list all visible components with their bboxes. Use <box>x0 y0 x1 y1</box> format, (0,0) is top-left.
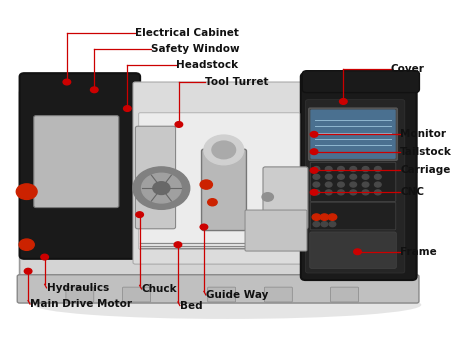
Circle shape <box>212 141 236 159</box>
Circle shape <box>313 190 319 195</box>
Circle shape <box>374 174 381 179</box>
Circle shape <box>321 222 328 226</box>
FancyBboxPatch shape <box>66 287 94 302</box>
FancyBboxPatch shape <box>310 162 396 202</box>
Text: Frame: Frame <box>400 247 437 257</box>
Circle shape <box>354 249 361 255</box>
Circle shape <box>337 174 344 179</box>
FancyBboxPatch shape <box>263 167 308 229</box>
Circle shape <box>325 182 332 187</box>
Circle shape <box>312 214 320 220</box>
Circle shape <box>374 166 381 171</box>
Circle shape <box>262 193 273 201</box>
Text: Tool Turret: Tool Turret <box>205 77 268 87</box>
Circle shape <box>337 190 344 195</box>
Text: Hydraulics: Hydraulics <box>46 283 109 293</box>
FancyBboxPatch shape <box>19 89 417 294</box>
Circle shape <box>133 167 190 209</box>
Circle shape <box>124 106 131 111</box>
Circle shape <box>41 254 48 260</box>
Text: Tailstock: Tailstock <box>400 147 452 157</box>
Circle shape <box>337 182 344 187</box>
Circle shape <box>350 174 356 179</box>
Circle shape <box>350 182 356 187</box>
Circle shape <box>325 190 332 195</box>
FancyBboxPatch shape <box>17 275 419 303</box>
Circle shape <box>362 174 369 179</box>
Text: Carriage: Carriage <box>400 165 450 175</box>
Circle shape <box>339 99 347 104</box>
Circle shape <box>16 184 37 200</box>
Circle shape <box>310 190 318 195</box>
Circle shape <box>313 174 319 179</box>
Circle shape <box>374 190 381 195</box>
Circle shape <box>328 214 337 220</box>
Circle shape <box>310 149 318 154</box>
Circle shape <box>208 199 217 206</box>
Circle shape <box>153 182 170 195</box>
FancyBboxPatch shape <box>123 287 151 302</box>
FancyBboxPatch shape <box>139 113 300 249</box>
Text: Bed: Bed <box>180 300 202 311</box>
FancyBboxPatch shape <box>133 82 306 264</box>
Circle shape <box>325 174 332 179</box>
Circle shape <box>325 166 332 171</box>
FancyBboxPatch shape <box>201 149 246 230</box>
FancyBboxPatch shape <box>208 287 236 302</box>
FancyBboxPatch shape <box>136 126 175 229</box>
Circle shape <box>320 214 328 220</box>
Circle shape <box>362 182 369 187</box>
Text: Monitor: Monitor <box>400 129 446 140</box>
Circle shape <box>313 166 319 171</box>
FancyBboxPatch shape <box>310 232 396 268</box>
Circle shape <box>329 222 336 226</box>
Text: Main Drive Motor: Main Drive Motor <box>30 299 132 309</box>
FancyBboxPatch shape <box>330 287 358 302</box>
Circle shape <box>310 168 318 173</box>
FancyBboxPatch shape <box>310 109 396 159</box>
FancyBboxPatch shape <box>264 287 292 302</box>
Circle shape <box>63 79 71 85</box>
Circle shape <box>310 132 318 137</box>
Text: Safety Window: Safety Window <box>151 44 239 55</box>
FancyBboxPatch shape <box>306 100 405 273</box>
Text: Headstock: Headstock <box>175 60 237 70</box>
FancyBboxPatch shape <box>301 73 417 280</box>
FancyBboxPatch shape <box>34 116 119 208</box>
Text: Electrical Cabinet: Electrical Cabinet <box>136 28 239 38</box>
Circle shape <box>313 182 319 187</box>
Circle shape <box>204 135 244 165</box>
Text: Cover: Cover <box>391 64 425 73</box>
Circle shape <box>350 166 356 171</box>
Circle shape <box>19 239 34 250</box>
FancyBboxPatch shape <box>310 202 396 230</box>
Text: Guide Way: Guide Way <box>206 290 268 300</box>
Circle shape <box>313 222 319 226</box>
Circle shape <box>174 242 182 247</box>
Circle shape <box>142 173 181 203</box>
FancyBboxPatch shape <box>245 210 307 251</box>
Circle shape <box>200 224 208 230</box>
Circle shape <box>24 268 32 274</box>
Circle shape <box>374 182 381 187</box>
Text: Chuck: Chuck <box>142 284 177 294</box>
Ellipse shape <box>34 291 421 319</box>
Circle shape <box>337 166 344 171</box>
FancyBboxPatch shape <box>19 73 140 259</box>
Circle shape <box>136 212 144 218</box>
Circle shape <box>200 180 212 189</box>
Circle shape <box>91 87 98 93</box>
FancyBboxPatch shape <box>302 71 419 93</box>
Circle shape <box>175 122 182 127</box>
Circle shape <box>362 190 369 195</box>
Circle shape <box>362 166 369 171</box>
Text: CNC: CNC <box>400 187 424 197</box>
Circle shape <box>350 190 356 195</box>
